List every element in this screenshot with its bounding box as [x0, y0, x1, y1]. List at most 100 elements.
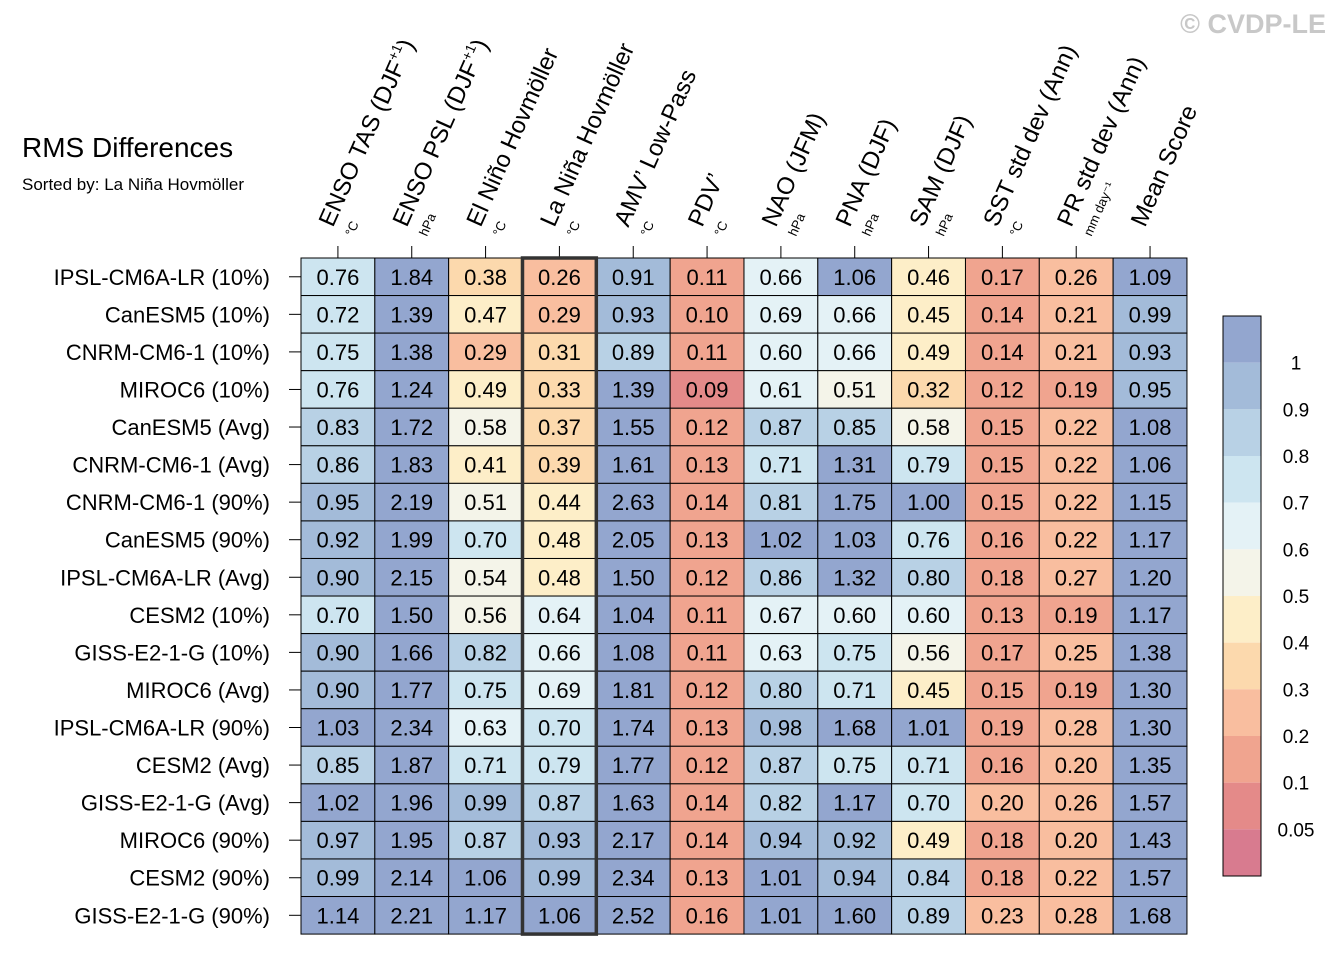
colorbar-tick-label: 0.05: [1278, 820, 1315, 841]
cell-value-label: 1.03: [833, 528, 876, 553]
heatmap-cell: [448, 407, 523, 447]
heatmap-cell: [521, 295, 597, 334]
heatmap-cell: [1112, 633, 1188, 672]
cell-value-label: 2.15: [390, 565, 433, 590]
row-label: IPSL-CM6A-LR (90%): [54, 716, 270, 741]
cell-value-label: 0.15: [981, 678, 1024, 703]
colorbar-segment: [1223, 596, 1261, 643]
column-unit-label: hPa: [859, 210, 882, 238]
cell-value-label: 0.82: [464, 640, 507, 665]
heatmap-cell: [374, 595, 450, 635]
cell-value-label: 0.70: [907, 791, 950, 816]
heatmap-cell: [1112, 896, 1188, 935]
column-unit-label: °C: [342, 219, 362, 238]
cell-value-label: 0.80: [759, 678, 802, 703]
heatmap-cell: [669, 708, 745, 747]
heatmap-cell: [300, 295, 376, 334]
heatmap-cell: [743, 820, 819, 860]
cell-value-label: 0.69: [759, 302, 802, 327]
cell-value-label: 2.17: [612, 828, 655, 853]
cell-value-label: 1.04: [612, 603, 655, 628]
heatmap-cell: [669, 407, 745, 447]
row-label: IPSL-CM6A-LR (Avg): [60, 565, 270, 590]
watermark-label: © CVDP-LE: [1180, 9, 1326, 39]
cell-value-label: 0.61: [759, 377, 802, 402]
heatmap-cell: [743, 896, 819, 935]
heatmap-cell: [521, 520, 597, 559]
cell-value-label: 0.83: [317, 415, 360, 440]
cell-value-label: 1.06: [538, 903, 581, 928]
cell-value-label: 0.51: [464, 490, 507, 515]
cell-value-label: 0.92: [317, 528, 360, 553]
heatmap-cell: [669, 858, 745, 898]
cell-value-label: 2.19: [390, 490, 433, 515]
heatmap-cell: [374, 295, 450, 334]
heatmap-cell: [1038, 482, 1114, 522]
cell-value-label: 0.26: [1055, 265, 1098, 290]
cell-value-label: 0.26: [538, 265, 581, 290]
cell-value-label: 0.19: [1055, 377, 1098, 402]
heatmap-cell: [669, 370, 745, 409]
colorbar-tick-label: 0.5: [1283, 587, 1309, 608]
colorbar-tick-label: 1: [1291, 354, 1302, 375]
heatmap-cell: [817, 858, 893, 898]
heatmap-cell: [374, 370, 450, 409]
heatmap-cell: [964, 783, 1040, 822]
heatmap-cell: [891, 332, 966, 372]
column-unit-label: hPa: [416, 210, 439, 238]
cell-value-label: 0.56: [464, 603, 507, 628]
heatmap-cell: [817, 520, 893, 559]
cell-value-label: 0.22: [1055, 866, 1098, 891]
heatmap-cell: [374, 482, 450, 522]
heatmap-cell: [964, 595, 1040, 635]
row-label: CNRM-CM6-1 (Avg): [72, 453, 270, 478]
cell-value-label: 0.99: [464, 791, 507, 816]
heatmap-cell: [891, 370, 966, 409]
cell-value-label: 0.21: [1055, 302, 1098, 327]
heatmap-cell: [964, 670, 1040, 710]
chart-title: RMS Differences: [22, 132, 233, 163]
heatmap-cell: [743, 858, 819, 898]
cell-value-label: 1.68: [833, 716, 876, 741]
cell-value-label: 0.44: [538, 490, 581, 515]
column-header-label: Mean Score: [1126, 101, 1203, 230]
cell-value-label: 1.01: [759, 866, 802, 891]
cell-value-label: 1.02: [759, 528, 802, 553]
cell-value-label: 0.90: [317, 565, 360, 590]
heatmap-cell: [891, 820, 966, 860]
heatmap-cell: [817, 708, 893, 747]
row-label: CanESM5 (Avg): [111, 415, 270, 440]
heatmap-cell: [1038, 332, 1114, 372]
cell-value-label: 1.39: [390, 302, 433, 327]
cell-value-label: 1.96: [390, 791, 433, 816]
cell-value-label: 1.35: [1129, 753, 1172, 778]
cell-value-label: 1.38: [1129, 640, 1172, 665]
cell-value-label: 0.48: [538, 528, 581, 553]
heatmap-cell: [521, 708, 597, 747]
heatmap-cell: [817, 633, 893, 672]
heatmap-cell: [1112, 257, 1188, 297]
cell-value-label: 0.15: [981, 453, 1024, 478]
colorbar-tick-label: 0.7: [1283, 494, 1309, 515]
heatmap-cell: [595, 295, 671, 334]
cell-value-label: 1.57: [1129, 866, 1172, 891]
row-label: CNRM-CM6-1 (90%): [66, 490, 270, 515]
heatmap-cell: [669, 482, 745, 522]
cell-value-label: 0.86: [317, 453, 360, 478]
heatmap-cell: [595, 745, 671, 785]
cell-value-label: 0.54: [464, 565, 507, 590]
heatmap-cell: [300, 595, 376, 635]
cell-value-label: 1.68: [1129, 903, 1172, 928]
heatmap-cells: 0.76 1.84 0.38 0.26 0.91 0.11 0.66 1.06 0.46 0.17…: [300, 257, 1188, 935]
cell-value-label: 1.17: [1129, 528, 1172, 553]
cell-value-label: 0.85: [317, 753, 360, 778]
heatmap-cell: [448, 820, 523, 860]
cell-value-label: 0.19: [981, 716, 1024, 741]
column-header: Mean Score: [1126, 101, 1203, 230]
cell-value-label: 0.26: [1055, 791, 1098, 816]
heatmap-cell: [595, 708, 671, 747]
heatmap-cell: [374, 745, 450, 785]
cell-value-label: 1.14: [317, 903, 360, 928]
heatmap-cell: [300, 482, 376, 522]
